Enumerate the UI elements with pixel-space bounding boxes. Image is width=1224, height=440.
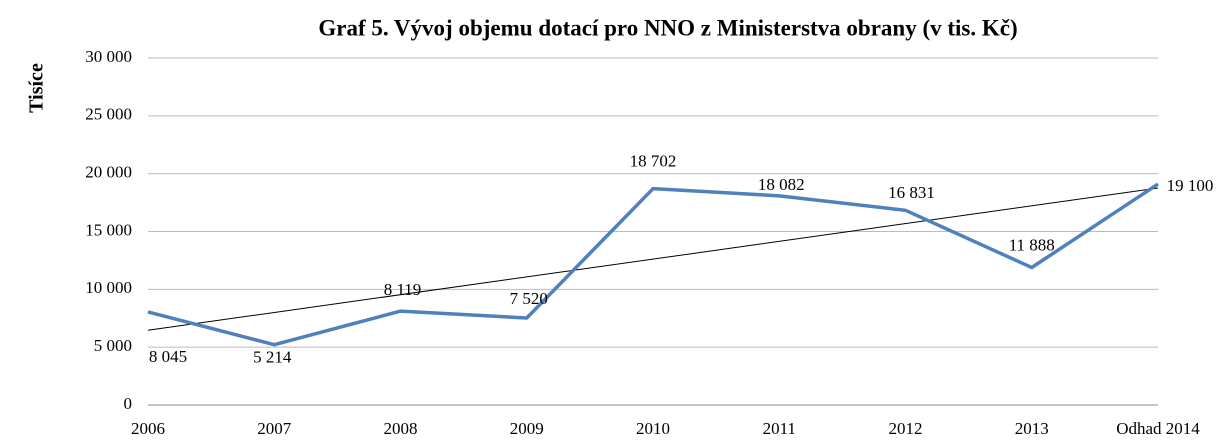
data-label: 8 045	[149, 347, 187, 366]
x-tick-label: 2008	[384, 419, 418, 438]
data-label: 5 214	[253, 348, 292, 367]
y-tick-label: 10 000	[85, 278, 132, 297]
y-tick-label: 30 000	[85, 47, 132, 66]
x-tick-label: 2010	[636, 419, 670, 438]
data-line	[147, 182, 1159, 347]
y-tick-label: 20 000	[85, 163, 132, 182]
data-label: 18 702	[630, 152, 677, 171]
data-label: 7 520	[510, 289, 548, 308]
x-tick-label: Odhad 2014	[1116, 419, 1200, 438]
y-tick-label: 15 000	[85, 220, 132, 239]
y-tick-label: 5 000	[94, 336, 132, 355]
data-label: 19 100	[1167, 176, 1214, 195]
y-tick-label: 25 000	[85, 105, 132, 124]
x-tick-label: 2009	[510, 419, 544, 438]
x-tick-label: 2011	[763, 419, 796, 438]
x-tick-label: 2006	[131, 419, 165, 438]
data-label: 11 888	[1009, 235, 1055, 254]
trendline	[147, 187, 1159, 331]
x-tick-label: 2013	[1015, 419, 1049, 438]
data-label: 18 082	[758, 175, 805, 194]
chart-title: Graf 5. Vývoj objemu dotací pro NNO z Mi…	[318, 15, 1017, 40]
y-axis-label: Tisíce	[26, 63, 48, 113]
x-tick-label: 2007	[257, 419, 292, 438]
y-tick-label: 0	[124, 394, 133, 413]
data-label: 8 119	[384, 280, 422, 299]
data-label: 16 831	[888, 183, 935, 202]
x-tick-label: 2012	[889, 419, 923, 438]
